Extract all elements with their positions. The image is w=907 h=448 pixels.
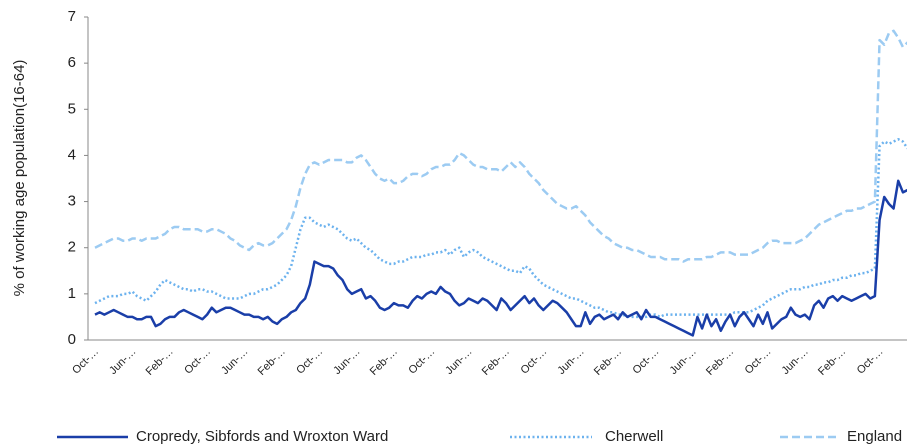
x-tick-label: Feb-… — [480, 346, 512, 378]
y-tick-label: 5 — [68, 100, 76, 117]
x-tick-label: Jun-… — [555, 346, 586, 377]
x-tick-label: Jun-… — [107, 346, 138, 377]
x-tick-label: Feb-… — [816, 346, 848, 378]
x-tick-label: Oct-… — [631, 346, 662, 377]
x-tick-label: Jun-… — [780, 346, 811, 377]
y-tick-label: 3 — [68, 193, 76, 210]
y-axis-label: % of working age population(16-64) — [11, 60, 28, 297]
y-tick-label: 7 — [68, 8, 76, 25]
y-tick-label: 1 — [68, 285, 76, 302]
legend-label: Cropredy, Sibfords and Wroxton Ward — [136, 428, 388, 445]
x-tick-label: Oct-… — [518, 346, 549, 377]
x-tick-label: Oct-… — [294, 346, 325, 377]
x-tick-label: Oct-… — [70, 346, 101, 377]
x-tick-label: Jun-… — [219, 346, 250, 377]
x-tick-label: Jun-… — [443, 346, 474, 377]
x-tick-label: Feb-… — [592, 346, 624, 378]
y-tick-label: 2 — [68, 239, 76, 256]
series-line — [94, 138, 907, 319]
x-tick-label: Jun-… — [667, 346, 698, 377]
x-tick-label: Feb-… — [368, 346, 400, 378]
legend-label: Cherwell — [605, 428, 663, 445]
legend-label: England — [847, 428, 902, 445]
x-tick-label: Oct-… — [406, 346, 437, 377]
y-tick-label: 6 — [68, 54, 76, 71]
series-line — [94, 29, 907, 263]
x-tick-label: Feb-… — [144, 346, 176, 378]
y-tick-label: 4 — [68, 146, 76, 163]
x-tick-label: Jun-… — [331, 346, 362, 377]
series-line — [94, 179, 907, 337]
x-tick-label: Feb-… — [704, 346, 736, 378]
x-tick-label: Oct-… — [182, 346, 213, 377]
x-tick-label: Oct-… — [743, 346, 774, 377]
x-tick-label: Oct-… — [855, 346, 886, 377]
y-tick-label: 0 — [68, 331, 76, 348]
x-tick-label: Feb-… — [256, 346, 288, 378]
